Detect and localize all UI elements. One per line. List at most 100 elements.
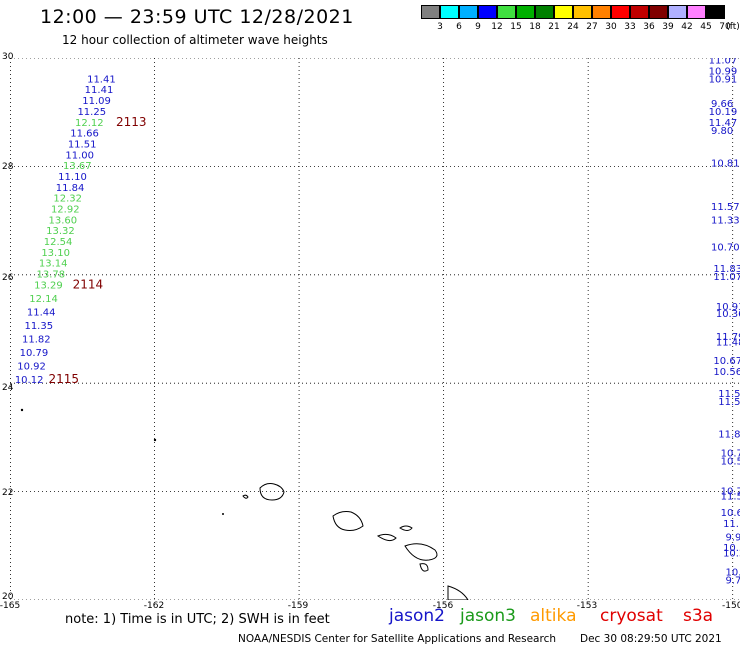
wave-height-label: 12.54: [44, 237, 73, 248]
legend-label: 30: [605, 22, 617, 32]
island-outline: [447, 585, 469, 600]
page-title: 12:00 — 23:59 UTC 12/28/2021: [40, 6, 354, 28]
wave-height-label: 11.66: [70, 129, 99, 140]
x-tick-label: -153: [576, 601, 598, 611]
legend-label: 21: [548, 22, 560, 32]
wave-height-label: 9.96: [725, 532, 740, 543]
wave-height-label: 10.36: [716, 309, 740, 320]
island-dot: [222, 513, 224, 515]
wave-height-label: 10.70: [711, 242, 740, 253]
wave-height-label: 13.78: [36, 270, 65, 281]
wave-height-label: 11.41: [85, 85, 114, 96]
wave-height-label: 10.81: [711, 158, 740, 169]
y-tick-label: 26: [2, 273, 14, 283]
legend-label: 3: [437, 22, 443, 32]
legend-swatch: [459, 5, 478, 19]
x-tick-label: -162: [143, 601, 165, 611]
wave-height-label: 11.51: [68, 139, 97, 150]
legend-swatch: [630, 5, 649, 19]
wave-height-label: 9.66: [711, 99, 733, 110]
legend-swatch: [421, 5, 440, 19]
y-tick-label: 20: [2, 592, 14, 602]
wave-height-label: 11.57: [718, 389, 740, 400]
wave-height-label: 13.14: [39, 259, 68, 270]
wave-height-label: 11.09: [82, 96, 111, 107]
wave-height-label: 11.33: [711, 215, 740, 226]
legend-label: 24: [567, 22, 579, 32]
x-tick-label: -150: [722, 601, 740, 611]
time-label: 2114: [73, 277, 104, 291]
legend-label: 33: [624, 22, 636, 32]
wave-height-label: 11.48: [716, 337, 740, 348]
wave-height-label: 12.14: [29, 294, 58, 305]
wave-height-label: 11.83: [713, 264, 740, 275]
wave-height-label: 10.92: [17, 362, 46, 373]
wave-height-label: 11.79: [716, 332, 740, 343]
wave-height-label: 11.57: [711, 202, 740, 213]
wave-height-label: 11.11: [723, 519, 740, 530]
legend-swatch: [649, 5, 668, 19]
satellite-label-altika: altika: [530, 606, 577, 626]
wave-height-label: 10.66: [721, 508, 740, 519]
wave-height-label: 10.07: [725, 568, 740, 579]
wave-height-label: 13.10: [41, 248, 70, 259]
legend-swatch: [535, 5, 554, 19]
wave-height-label: 10.75: [721, 486, 740, 497]
island-outline: [259, 483, 285, 501]
wave-height-label: 10.12: [15, 375, 44, 386]
legend-label: 70: [719, 22, 731, 32]
wave-height-label: 10.67: [713, 356, 740, 367]
legend-label: 27: [586, 22, 598, 32]
island-outline: [376, 533, 397, 542]
legend-swatch: [687, 5, 706, 19]
wave-height-label: 11.82: [22, 335, 51, 346]
y-tick-label: 30: [2, 52, 14, 62]
legend-swatch: [440, 5, 459, 19]
wave-height-label: 11.55: [718, 397, 740, 408]
legend-swatch: [706, 5, 725, 19]
legend-swatch: [573, 5, 592, 19]
wave-height-label: 10.51: [723, 549, 740, 560]
y-tick-label: 22: [2, 488, 14, 498]
time-label: 2113: [116, 115, 147, 129]
satellite-label-cryosat: cryosat: [600, 606, 663, 626]
island-outline: [332, 511, 364, 531]
island-outline: [242, 494, 249, 499]
legend-label: 18: [529, 22, 541, 32]
legend-label: 36: [643, 22, 655, 32]
wave-height-label: 11.47: [709, 118, 738, 129]
satellite-label-jason3: jason3: [460, 606, 516, 626]
wave-height-label: 11.10: [58, 172, 87, 183]
satellite-label-s3a: s3a: [683, 606, 714, 626]
wave-height-label: 10.99: [709, 66, 738, 77]
wave-height-label: 13.67: [63, 161, 92, 172]
legend-label: 39: [662, 22, 674, 32]
wave-height-label: 11.84: [56, 183, 85, 194]
legend-swatch: [554, 5, 573, 19]
wave-height-label: 11.25: [77, 107, 106, 118]
x-tick-label: -156: [432, 601, 454, 611]
wave-height-label: 12.92: [51, 204, 80, 215]
wave-height-label: 11.35: [24, 321, 53, 332]
legend-label: 9: [475, 22, 481, 32]
wave-height-label: 10.79: [20, 348, 49, 359]
time-label: 2115: [49, 372, 80, 386]
y-tick-label: 24: [2, 383, 14, 393]
island-dot: [153, 438, 157, 442]
wave-height-label: 9.76: [725, 576, 740, 587]
footer-note: note: 1) Time is in UTC; 2) SWH is in fe…: [65, 612, 330, 627]
legend-swatch: [611, 5, 630, 19]
wave-height-label: 10.75: [721, 448, 740, 459]
wave-height-label: 13.29: [34, 280, 63, 291]
legend-label: 45: [700, 22, 712, 32]
wave-height-label: 11.07: [713, 272, 740, 283]
wave-height-label: 10.58: [721, 457, 740, 468]
wave-height-label: 13.32: [46, 226, 75, 237]
legend-swatch: [668, 5, 687, 19]
island-outline: [404, 543, 438, 561]
wave-height-label: 12.32: [53, 194, 82, 205]
island-outline: [419, 563, 429, 572]
legend-label: 15: [510, 22, 522, 32]
wave-height-label: 10.56: [713, 367, 740, 378]
x-tick-label: -165: [0, 601, 21, 611]
